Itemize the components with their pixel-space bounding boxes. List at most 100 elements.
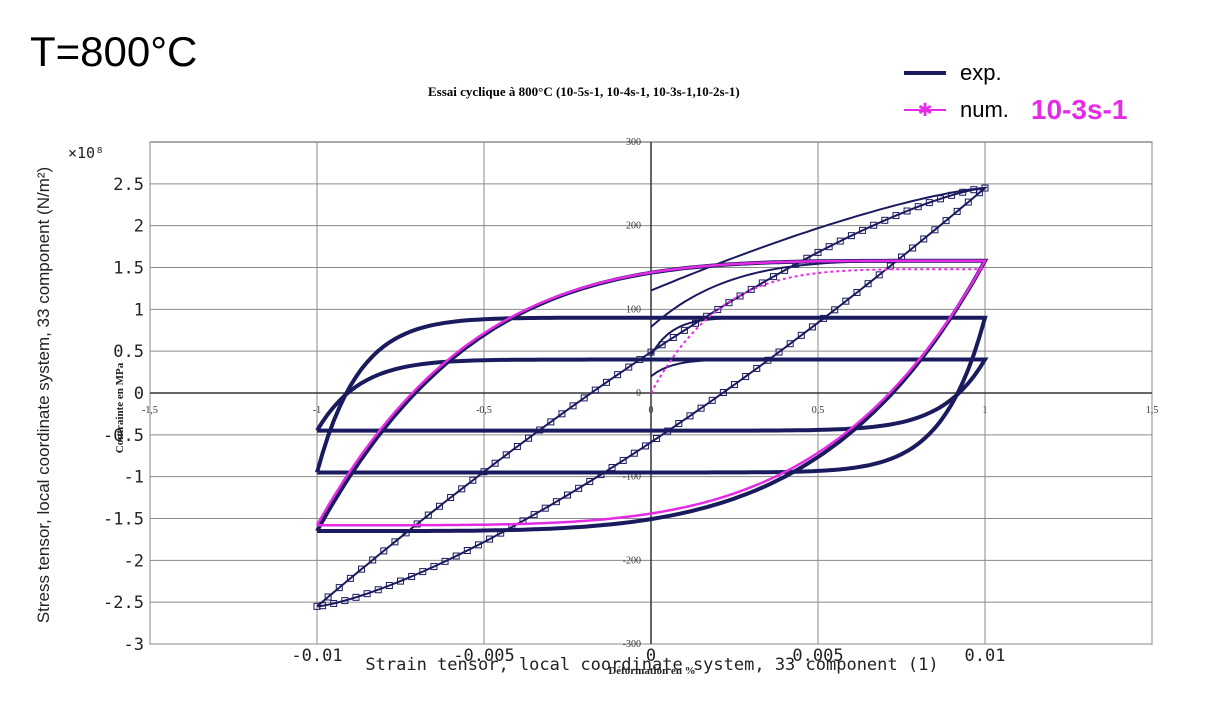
exp-point bbox=[931, 226, 939, 234]
x-tick-label: -0.01 bbox=[291, 646, 342, 666]
legend-num-label: num. bbox=[960, 97, 1009, 122]
exp-point bbox=[575, 484, 583, 492]
exp-point bbox=[358, 565, 366, 573]
exp-first-loading-10-5s-1 bbox=[650, 358, 985, 378]
exp-point bbox=[836, 237, 844, 245]
num-loop-10-3s-1 bbox=[315, 259, 988, 527]
exp-point bbox=[920, 235, 928, 243]
secondary-x-tick-label: 0,5 bbox=[812, 405, 825, 416]
exp-point bbox=[319, 602, 327, 610]
exp-point bbox=[458, 485, 466, 493]
secondary-y-tick-label: 200 bbox=[626, 221, 641, 232]
exp-point bbox=[486, 535, 494, 543]
secondary-x-tick-label: 0 bbox=[649, 405, 654, 416]
exp-point bbox=[419, 568, 427, 576]
exp-point bbox=[769, 273, 777, 281]
exp-point bbox=[397, 577, 404, 585]
exp-point bbox=[424, 511, 432, 519]
secondary-x-tick-label: -0,5 bbox=[476, 405, 492, 416]
exp-point bbox=[964, 198, 972, 206]
secondary-y-tick-label: -200 bbox=[623, 555, 641, 566]
legend-item-exp: exp. bbox=[900, 60, 1002, 86]
exp-point bbox=[959, 188, 967, 196]
secondary-y-tick-label: -100 bbox=[623, 472, 641, 483]
legend-exp-line-icon bbox=[904, 71, 946, 75]
exp-point bbox=[675, 420, 683, 428]
exp-point bbox=[736, 292, 744, 300]
legend-num-line-icon: ✱ bbox=[904, 102, 946, 118]
exp-point bbox=[731, 381, 738, 389]
y-tick-label: 0.5 bbox=[113, 342, 144, 362]
exp-point bbox=[447, 494, 455, 502]
y-tick-label: -1 bbox=[124, 468, 144, 488]
exp-point bbox=[859, 226, 867, 234]
exp-point bbox=[346, 574, 354, 582]
exp-point bbox=[808, 323, 816, 331]
exp-point bbox=[814, 248, 822, 256]
exp-point bbox=[925, 199, 933, 207]
exp-point bbox=[380, 547, 388, 555]
exp-point bbox=[786, 340, 794, 348]
exp-point bbox=[719, 388, 727, 396]
exp-point bbox=[541, 504, 549, 512]
exp-point bbox=[469, 476, 477, 484]
exp-point bbox=[558, 410, 566, 418]
exp-point bbox=[513, 442, 521, 450]
chart-title: Essai cyclique à 800°C (10-5s-1, 10-4s-1… bbox=[428, 84, 740, 99]
exp-point bbox=[847, 232, 855, 240]
exp-point bbox=[385, 582, 393, 590]
y-tick-label: -1.5 bbox=[103, 510, 144, 530]
exp-point bbox=[747, 285, 755, 293]
exp-point bbox=[352, 593, 360, 601]
exp-point bbox=[669, 334, 677, 342]
y-tick-label: -3 bbox=[124, 635, 144, 655]
exp-point bbox=[502, 451, 510, 459]
secondary-x-tick-label: 1 bbox=[983, 405, 988, 416]
exp-point bbox=[742, 373, 750, 381]
exp-point bbox=[619, 456, 627, 464]
x-tick-label: 0 bbox=[646, 646, 656, 666]
exp-point bbox=[914, 203, 922, 211]
legend-condition-label: 10-3s-1 bbox=[1030, 94, 1128, 125]
exp-point bbox=[335, 584, 343, 592]
exp-point bbox=[580, 394, 588, 402]
exp-point bbox=[408, 572, 416, 580]
exp-point bbox=[435, 502, 443, 510]
exp-point bbox=[552, 498, 560, 506]
secondary-x-tick-label: 1,5 bbox=[1146, 405, 1159, 416]
exp-point bbox=[441, 557, 449, 565]
exp-point bbox=[909, 244, 917, 252]
exp-point bbox=[491, 459, 499, 467]
y-tick-label: 2 bbox=[134, 217, 144, 237]
svg-text:✱: ✱ bbox=[917, 102, 932, 118]
exp-point bbox=[831, 306, 839, 314]
exp-point bbox=[864, 280, 872, 288]
exp-point bbox=[330, 599, 338, 607]
exp-point bbox=[825, 243, 833, 251]
exp-point bbox=[842, 297, 850, 305]
exp-point bbox=[602, 378, 610, 386]
exp-point bbox=[753, 364, 761, 372]
legend-exp-label: exp. bbox=[960, 60, 1002, 85]
exp-point bbox=[341, 597, 349, 605]
exp-point bbox=[525, 434, 533, 442]
y-tick-label: 1.5 bbox=[113, 259, 144, 279]
exp-point bbox=[686, 412, 694, 420]
secondary-y-tick-label: 0 bbox=[636, 388, 641, 399]
page-title: T=800°C bbox=[30, 28, 198, 75]
secondary-x-axis-label: Déformation en % bbox=[608, 665, 696, 677]
exp-point bbox=[391, 538, 399, 546]
exp-point bbox=[853, 288, 861, 296]
exp-point bbox=[903, 207, 911, 215]
y-tick-label: -2 bbox=[124, 551, 144, 571]
exp-point bbox=[463, 547, 471, 555]
exp-point bbox=[430, 563, 438, 571]
secondary-y-tick-label: 300 bbox=[626, 137, 641, 148]
exp-point bbox=[564, 491, 571, 499]
y-tick-label: 0 bbox=[134, 384, 144, 404]
exp-point bbox=[975, 189, 983, 197]
legend-item-num: ✱ num. 10-3s-1 bbox=[900, 94, 1127, 126]
legend: exp. ✱ num. 10-3s-1 bbox=[900, 58, 1200, 128]
exp-point bbox=[374, 586, 382, 594]
x-tick-label: 0.005 bbox=[792, 646, 843, 666]
